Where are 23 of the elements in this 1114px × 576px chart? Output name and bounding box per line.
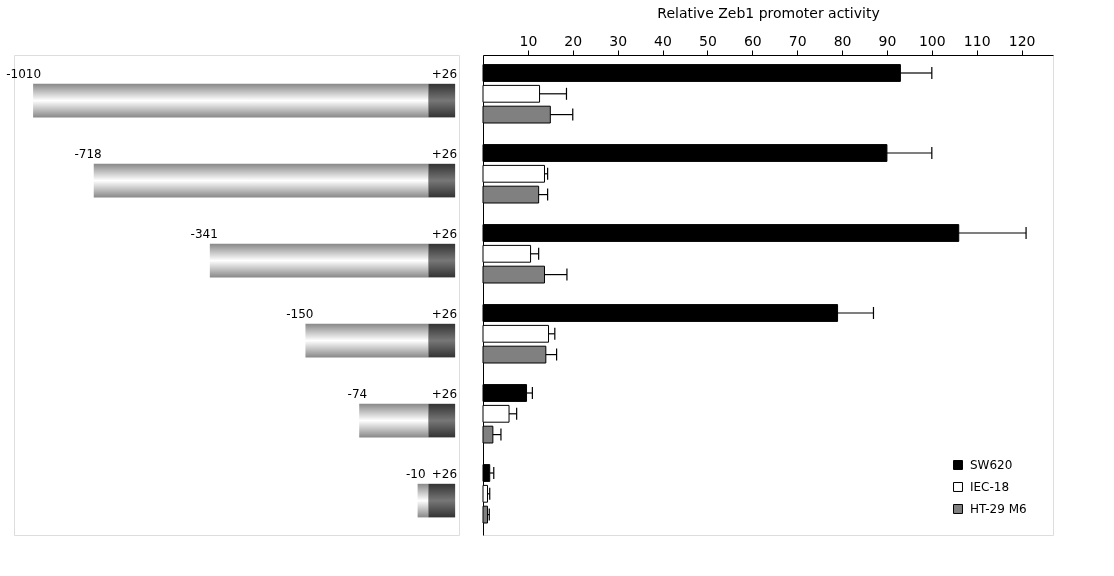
x-tick-label: 110 — [963, 32, 991, 49]
text: +26 — [431, 307, 458, 322]
x-tick-label: 20 — [564, 32, 583, 49]
text: +26 — [431, 467, 458, 482]
x-tick-label: 50 — [699, 32, 717, 49]
text: -1010 — [6, 67, 42, 82]
legend-label: SW620 — [970, 458, 1013, 472]
text: +26 — [431, 147, 458, 162]
x-tick-label: 100 — [918, 32, 946, 49]
legend-label: HT-29 M6 — [970, 502, 1027, 516]
x-tick-label: 10 — [519, 32, 538, 49]
legend-label: IEC-18 — [970, 480, 1010, 494]
x-tick-label: 40 — [654, 32, 672, 49]
text: +26 — [431, 67, 458, 82]
text: +26 — [431, 387, 458, 402]
x-tick-label: 60 — [743, 32, 762, 49]
x-tick-label: 120 — [1008, 32, 1036, 49]
x-axis-title: Relative Zeb1 promoter activity — [657, 4, 880, 21]
text: +26 — [431, 227, 458, 242]
x-tick-label: 90 — [878, 32, 897, 49]
x-tick-label: 80 — [833, 32, 852, 49]
x-tick-label: 30 — [609, 32, 628, 49]
x-tick-label: 70 — [788, 32, 807, 49]
